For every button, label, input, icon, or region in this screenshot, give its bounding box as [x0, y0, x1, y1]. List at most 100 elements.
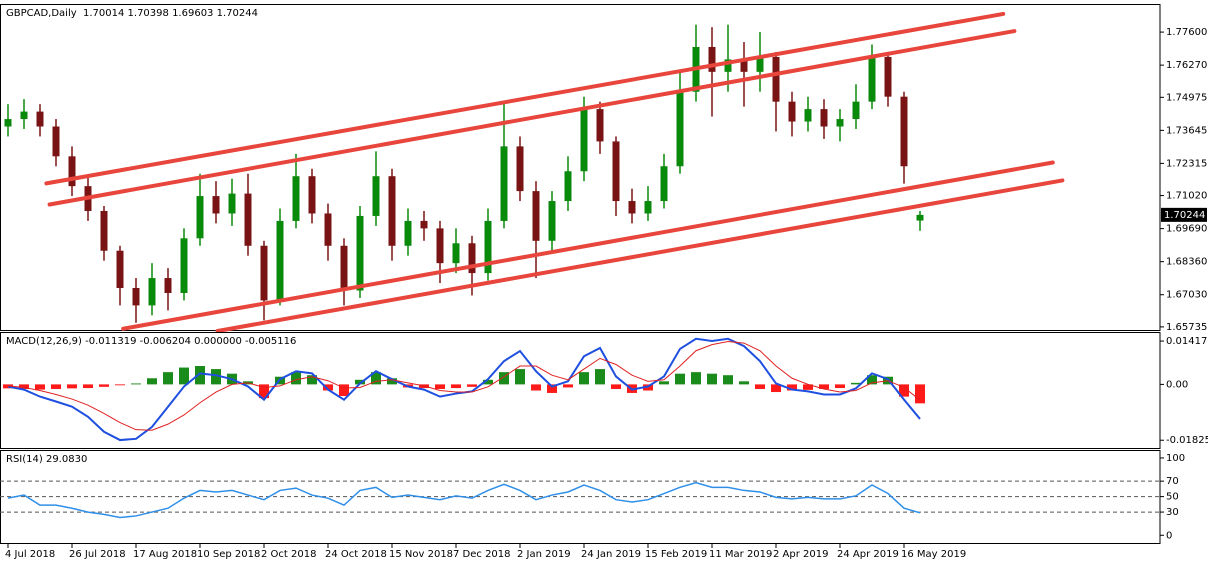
candle-body [852, 101, 860, 120]
histogram-bar [35, 384, 45, 390]
histogram-bar [323, 384, 333, 391]
candle-body [148, 278, 156, 306]
candle-body [420, 220, 428, 229]
candle-body [164, 278, 172, 293]
x-tick-label: 11 Mar 2019 [709, 549, 772, 560]
trend-line [47, 29, 1017, 207]
y-tick-label: 1.73645 [1166, 125, 1207, 136]
candle-body [564, 171, 572, 202]
candle-body [132, 288, 140, 306]
histogram-bar [259, 384, 269, 399]
histogram-bar [547, 384, 557, 393]
histogram-bar [787, 384, 797, 391]
histogram-bar [67, 384, 77, 389]
x-tick-label: 24 Apr 2019 [837, 549, 899, 560]
histogram-bar [291, 372, 301, 385]
candle-body [756, 56, 764, 72]
candle-body [100, 210, 108, 251]
histogram-bar [851, 382, 861, 385]
x-tick-label: 4 Jul 2018 [5, 549, 55, 560]
candle-body [260, 245, 268, 301]
candle-body [292, 176, 300, 221]
y-tick-label: 50 [1166, 492, 1179, 503]
histogram-bar [563, 384, 573, 388]
histogram-bar [899, 384, 909, 397]
histogram-bar [131, 383, 141, 385]
x-tick-label: 26 Jul 2018 [69, 549, 126, 560]
y-tick-label: 1.69690 [1166, 224, 1207, 235]
candle-body [36, 111, 44, 127]
candle-body [772, 56, 780, 102]
histogram-bar [99, 384, 109, 387]
y-tick-label: 0 [1166, 530, 1172, 541]
pane-title: MACD(12,26,9) -0.011319 -0.006204 0.0000… [6, 336, 296, 347]
candle-body [628, 201, 636, 214]
candle-body [308, 176, 316, 214]
candle-body [548, 201, 556, 241]
candle-body [484, 220, 492, 274]
histogram-bar [739, 381, 749, 385]
histogram-bar [531, 384, 541, 391]
candle-body [596, 109, 604, 142]
histogram-bar [483, 379, 493, 385]
candle-body [4, 119, 12, 127]
y-tick-label: 1.72315 [1166, 158, 1207, 169]
candle-body [372, 176, 380, 216]
histogram-bar [163, 372, 173, 385]
x-tick-label: 16 May 2019 [901, 549, 966, 560]
candle-body [324, 213, 332, 246]
histogram-bar [675, 373, 685, 385]
candle-body [580, 109, 588, 172]
y-tick-label: 1.67030 [1166, 290, 1207, 301]
last-price-box [1161, 207, 1207, 222]
histogram-bar [371, 372, 381, 385]
y-tick-label: 1.76270 [1166, 60, 1207, 71]
histogram-bar [339, 384, 349, 397]
histogram-bar [515, 369, 525, 385]
candle-body [708, 46, 716, 72]
y-tick-label: 1.77600 [1166, 27, 1207, 38]
y-tick-label: -0.018256 [1166, 435, 1208, 446]
y-tick-label: 1.65735 [1166, 322, 1207, 333]
histogram-bar [467, 384, 477, 387]
candle-body [388, 176, 396, 246]
candle-body [676, 91, 684, 167]
candle-body [820, 109, 828, 127]
histogram-bar [435, 384, 445, 389]
candle-body [612, 141, 620, 202]
histogram-bar [499, 372, 509, 385]
indicator-line [7, 481, 921, 519]
candle-body [212, 196, 220, 214]
candle-body [356, 215, 364, 291]
histogram-bar [819, 384, 829, 389]
y-tick-label: 100 [1166, 453, 1185, 464]
candle-body [532, 191, 540, 241]
x-tick-label: 2 Oct 2018 [261, 549, 316, 560]
histogram-bar [51, 384, 61, 389]
histogram-bar [195, 366, 205, 385]
histogram-bar [387, 378, 397, 385]
x-tick-label: 24 Jan 2019 [581, 549, 641, 560]
candle-body [404, 220, 412, 246]
candle-body [660, 166, 668, 202]
histogram-bar [307, 375, 317, 385]
histogram-bar [355, 379, 365, 385]
y-tick-label: 70 [1166, 476, 1179, 487]
histogram-bar [659, 381, 669, 385]
histogram-bar [211, 369, 221, 385]
candle-body [516, 146, 524, 192]
histogram-bar [707, 373, 717, 385]
x-tick-label: 7 Dec 2018 [453, 549, 511, 560]
candle-body [836, 119, 844, 127]
histogram-bar [147, 378, 157, 385]
candle-body [788, 101, 796, 122]
candle-body [452, 243, 460, 264]
candle-body [740, 59, 748, 72]
histogram-bar [755, 384, 765, 389]
candle-body [900, 96, 908, 167]
candle-body [804, 109, 812, 122]
x-tick-label: 15 Nov 2018 [389, 549, 453, 560]
histogram-bar [179, 367, 189, 385]
x-tick-label: 24 Oct 2018 [325, 549, 387, 560]
